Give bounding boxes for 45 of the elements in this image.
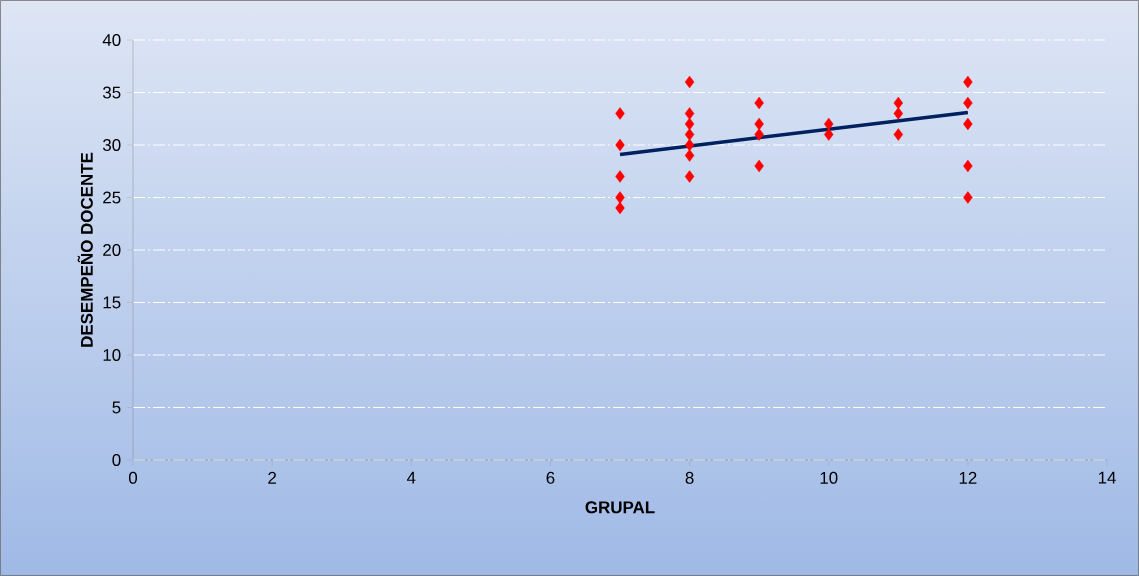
point	[615, 191, 625, 204]
x-tick-label: 4	[406, 471, 416, 484]
point	[684, 75, 695, 89]
point	[684, 138, 695, 152]
point	[754, 117, 764, 131]
point	[893, 128, 903, 141]
point	[615, 138, 625, 152]
point	[754, 159, 764, 173]
y-tick-label: 0	[112, 453, 121, 466]
point	[963, 191, 973, 204]
y-tick-label: 10	[103, 348, 121, 361]
y-tick-label: 25	[103, 191, 121, 204]
x-tick-label: 14	[1098, 471, 1116, 484]
x-tick-label: 10	[820, 471, 838, 484]
point	[963, 75, 973, 89]
y-tick-label: 30	[102, 138, 121, 151]
point	[684, 117, 695, 131]
point	[893, 96, 903, 110]
point	[684, 170, 695, 183]
point	[684, 128, 695, 141]
y-tick-label: 20	[103, 243, 121, 256]
point	[893, 107, 903, 120]
point	[684, 107, 695, 120]
point	[824, 117, 834, 131]
point	[754, 128, 764, 141]
x-tick-label: 8	[685, 471, 694, 484]
y-tick-label: 5	[112, 401, 121, 414]
y-tick-label: 35	[102, 86, 121, 99]
point	[684, 149, 695, 162]
y-tick-label: 40	[102, 33, 121, 46]
point	[615, 107, 625, 120]
x-tick-label: 12	[959, 471, 977, 484]
point	[824, 128, 834, 141]
x-tick-label: 2	[268, 471, 277, 484]
x-axis-title: GRUPAL	[585, 501, 655, 514]
point	[963, 117, 973, 131]
point	[963, 159, 973, 173]
point	[754, 96, 764, 110]
point	[963, 96, 973, 110]
point	[615, 201, 625, 215]
x-tick-label: 6	[546, 471, 555, 484]
point	[615, 170, 625, 183]
y-tick-label: 15	[103, 296, 121, 309]
y-axis-title: DESEMPEÑO DOCENTE	[77, 152, 93, 347]
x-tick-label: 0	[128, 471, 138, 484]
